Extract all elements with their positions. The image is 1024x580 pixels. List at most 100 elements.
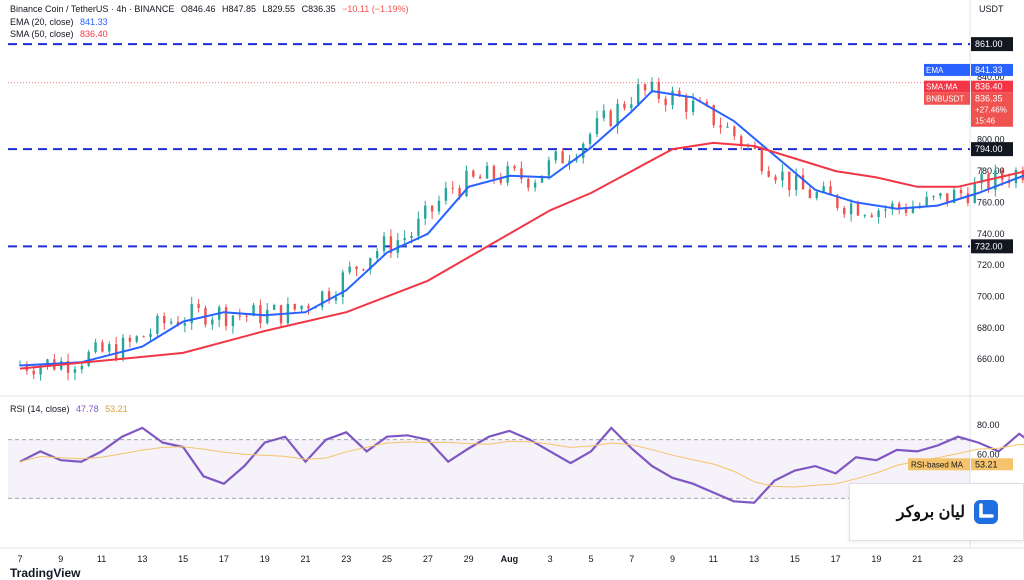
candle-body [1014,170,1018,184]
candle-body [451,187,454,189]
candle-body [156,315,159,334]
candle-body [959,189,963,194]
candle-body [939,193,942,197]
sma-legend-value: 836.40 [80,29,108,39]
candle-body [224,307,228,326]
ohlc-high: H847.85 [221,4,256,14]
candle-body [211,319,214,325]
candle-body [856,203,860,216]
candle-body [142,336,145,338]
candle-body [733,126,736,137]
candle-body [932,196,935,198]
candle-body [623,103,626,109]
candle-body [740,136,743,146]
level-tag-label: 861.00 [975,39,1003,49]
candle-body [994,170,997,190]
time-tick-label: 3 [548,554,553,564]
level-tag [971,239,1013,254]
candle-body [719,125,722,128]
candle-body [643,84,647,91]
price-tick-label: 800.00 [977,135,1005,145]
candle-body [925,196,928,206]
last-tag-change: +27.46% [975,106,1007,115]
candle-body [478,176,482,179]
time-tick-label: 13 [137,554,147,564]
candle-body [327,291,331,301]
candle-body [389,236,393,253]
ema-legend[interactable]: EMA (20, close) 841.33 [10,17,112,27]
ohlc-close: C836.35 [301,4,336,14]
candle-body [375,251,379,258]
candle-body [272,305,276,310]
time-tick-label: 7 [17,554,22,564]
candle-body [849,203,853,215]
time-tick-label: 9 [58,554,63,564]
candle-body [430,205,434,212]
time-tick-label: 23 [341,554,351,564]
candle-body [149,333,152,338]
candle-body [987,173,990,190]
candle-body [595,118,599,135]
candle-body [671,90,674,106]
candle-body [66,360,70,373]
candle-body [238,315,241,317]
ma-tag-value-bg [971,63,1013,76]
candle-body [897,203,901,209]
rsi-legend-label: RSI (14, close) [10,404,70,414]
time-tick-label: 25 [382,554,392,564]
candle-body [980,173,983,184]
rsi-tick-label: 60.00 [977,449,1000,459]
symbol-title: Binance Coin / TetherUS · 4h · BINANCE [10,4,175,14]
price-tick-label: 660.00 [977,354,1005,364]
candle-body [726,126,729,128]
candle-body [80,365,84,370]
ema-line [19,90,1024,367]
rsi-ma-tag-name: RSI-based MA [911,460,964,469]
time-tick-label: 13 [749,554,759,564]
candle-body [183,323,187,326]
candle-body [767,171,770,177]
rsi-band [8,439,970,499]
candle-body [582,143,585,158]
symbol-legend: Binance Coin / TetherUS · 4h · BINANCE O… [10,4,413,14]
time-tick-label: 5 [588,554,593,564]
candle-body [1001,170,1004,180]
time-tick-label: 29 [464,554,474,564]
ma-tag-name-bg [924,80,970,93]
candle-body [884,209,887,211]
candle-body [657,82,660,99]
ma-tag-value: 841.33 [975,65,1003,75]
candle-body [808,189,812,199]
candle-body [39,365,42,375]
candle-body [190,304,193,324]
candle-body [307,305,310,309]
last-tag-value: 836.35 [975,94,1003,104]
rsi-legend[interactable]: RSI (14, close) 47.78 53.21 [10,404,132,414]
candle-body [231,315,235,326]
candle-body [252,304,255,316]
candle-body [128,337,132,342]
candle-body [602,110,606,119]
time-tick-label: 7 [629,554,634,564]
candle-body [801,175,805,190]
candle-body [836,195,839,209]
candle-body [458,188,461,197]
time-tick-label: 19 [260,554,270,564]
candle-body [650,82,654,91]
candle-body [108,344,111,352]
rsi-tick-label: 80.00 [977,420,1000,430]
candle-body [334,297,338,301]
candle-body [520,168,523,179]
price-tick-label: 780.00 [977,166,1005,176]
level-tag [971,37,1013,52]
level-tag [971,142,1013,157]
sma-legend[interactable]: SMA (50, close) 836.40 [10,29,112,39]
candle-body [513,166,516,169]
rsi-ma-line [19,440,1024,488]
ma-tag-name: SMA:MA [926,83,958,92]
candle-body [492,165,496,179]
candle-body [685,96,688,112]
ma-tag-name: EMA [926,66,944,75]
candle-body [73,369,77,373]
